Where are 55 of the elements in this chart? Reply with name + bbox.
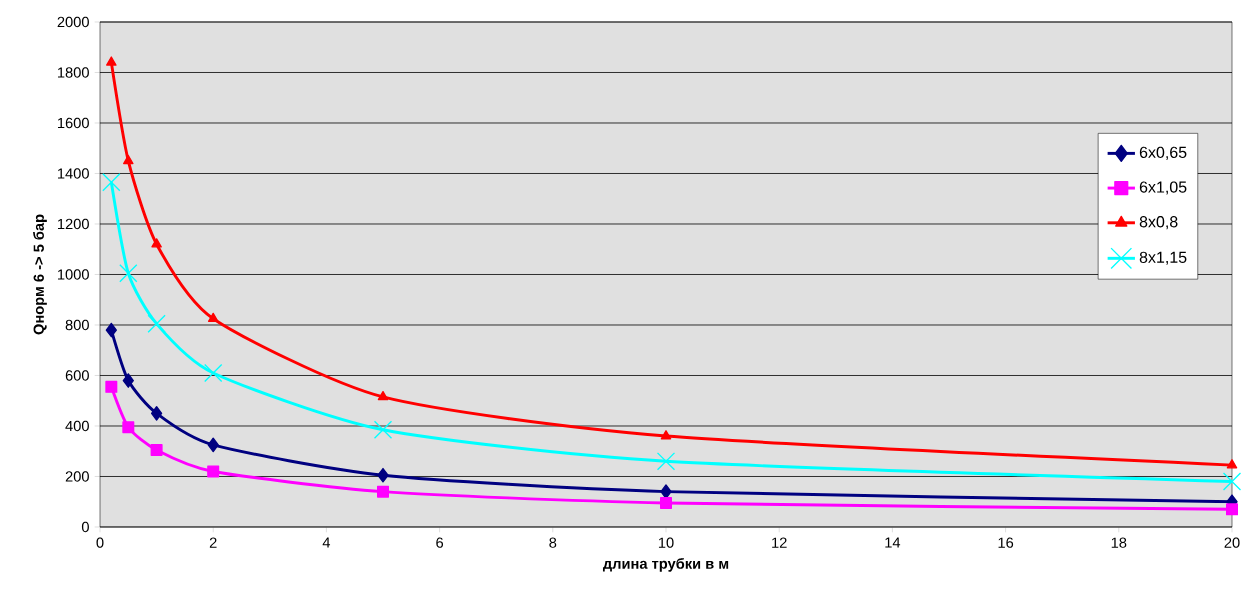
point xyxy=(656,452,676,471)
x-axis-title: длина трубки в м xyxy=(602,557,729,572)
x-tick-label: 18 xyxy=(1111,537,1127,548)
x-tick-label: 2 xyxy=(209,537,217,548)
point xyxy=(377,390,389,401)
point xyxy=(123,154,134,165)
x-tick-label: 14 xyxy=(885,537,901,548)
point xyxy=(105,322,117,338)
point xyxy=(122,373,134,388)
legend-label: 6x0,65 xyxy=(1139,146,1187,160)
point xyxy=(660,496,673,509)
point xyxy=(150,406,163,421)
x-tick-label: 0 xyxy=(96,537,104,548)
y-tick-label: 1000 xyxy=(58,269,89,280)
point xyxy=(1222,472,1242,491)
legend-label: 6x1,05 xyxy=(1139,181,1187,195)
y-tick-label: 400 xyxy=(65,420,89,432)
y-tick-label: 0 xyxy=(81,521,89,533)
y-tick-label: 1400 xyxy=(58,168,89,179)
x-tick-label: 16 xyxy=(998,537,1014,548)
point xyxy=(150,443,163,456)
point xyxy=(122,421,135,434)
x-tick-label: 8 xyxy=(549,537,557,548)
x-tick-label: 20 xyxy=(1224,537,1240,548)
x-tick-label: 6 xyxy=(436,537,444,548)
legend-label: 8x0,8 xyxy=(1139,216,1178,230)
y-tick-label: 1600 xyxy=(58,117,89,129)
y-tick-label: 2000 xyxy=(57,16,89,28)
x-tick-label: 12 xyxy=(772,537,787,548)
point xyxy=(660,430,672,440)
point xyxy=(1226,503,1238,516)
point xyxy=(660,484,672,499)
y-tick-label: 800 xyxy=(65,319,89,331)
y-tick-label: 600 xyxy=(65,370,89,381)
x-tick-label: 4 xyxy=(322,537,331,548)
point xyxy=(151,238,162,248)
point xyxy=(207,437,219,453)
point xyxy=(373,420,393,439)
y-tick-label: 1800 xyxy=(58,67,89,78)
point xyxy=(207,465,220,478)
point xyxy=(119,264,138,283)
y-axis-title: Qнорм 6 -> 5 бар xyxy=(33,214,47,335)
point xyxy=(1226,459,1238,469)
point xyxy=(106,56,117,66)
x-tick-label: 10 xyxy=(658,537,674,548)
legend-label: 8x1,15 xyxy=(1139,251,1187,265)
point xyxy=(147,314,166,333)
y-tick-label: 1200 xyxy=(58,218,89,230)
point xyxy=(204,363,223,383)
point xyxy=(105,380,118,393)
point xyxy=(377,467,389,483)
point xyxy=(207,312,219,323)
point xyxy=(377,485,390,498)
y-tick-label: 200 xyxy=(65,471,89,482)
point xyxy=(102,173,121,192)
